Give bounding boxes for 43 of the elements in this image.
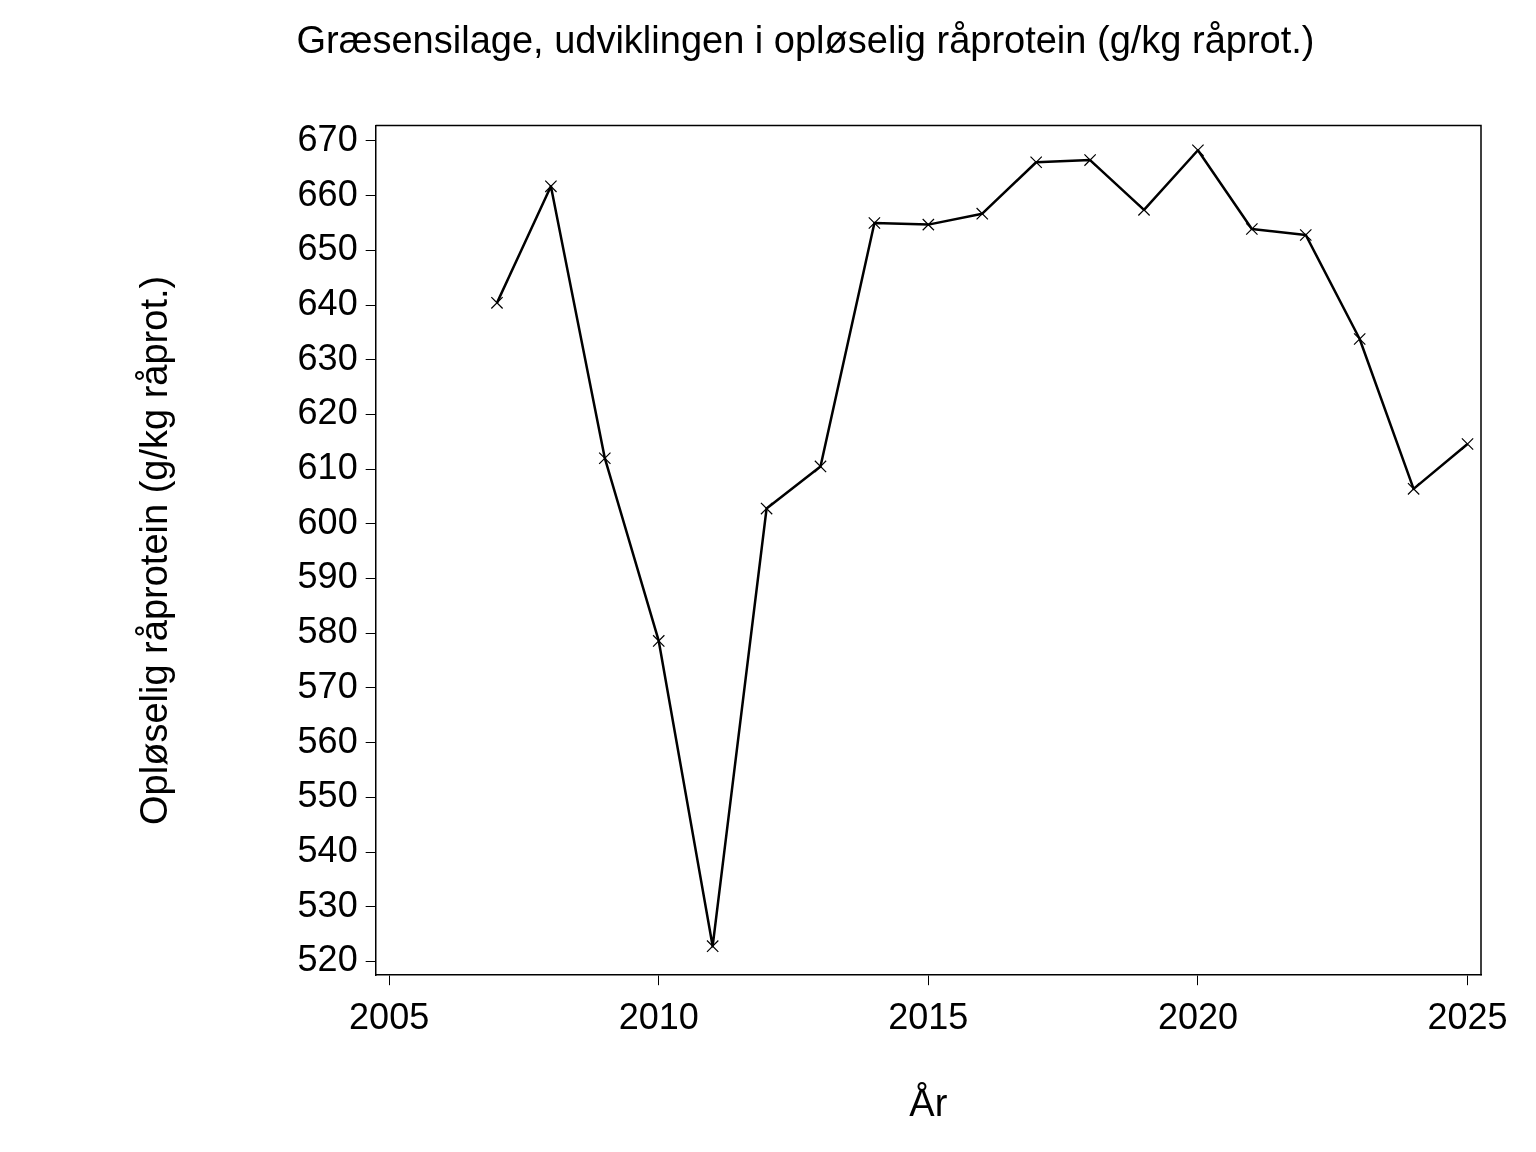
point	[706, 939, 719, 953]
y-tick-label: 530	[297, 883, 358, 925]
point	[1029, 156, 1043, 169]
y-tick-label: 520	[297, 938, 358, 980]
y-tick-label: 650	[297, 227, 358, 269]
x-tick-label: 2005	[349, 995, 430, 1037]
point	[1191, 143, 1205, 157]
y-tick-label: 620	[297, 391, 358, 433]
point	[922, 218, 935, 231]
point	[652, 634, 665, 648]
y-tick-label: 630	[297, 336, 358, 378]
y-tick-label: 550	[297, 774, 358, 816]
x-tick-label: 2025	[1427, 995, 1508, 1037]
point	[1299, 228, 1313, 242]
point	[598, 451, 612, 465]
y-tick-label: 640	[297, 281, 358, 323]
point	[1083, 153, 1097, 167]
y-tick-label: 560	[297, 719, 358, 761]
point	[544, 180, 558, 193]
point	[868, 216, 881, 230]
x-tick-label: 2010	[618, 995, 699, 1037]
y-tick-label: 660	[297, 172, 358, 214]
x-tick-label: 2015	[888, 995, 969, 1037]
y-tick-label: 600	[297, 500, 358, 542]
point	[1353, 332, 1366, 346]
y-tick-label: 670	[297, 117, 358, 159]
y-tick-label: 580	[297, 610, 358, 652]
y-tick-label: 540	[297, 829, 358, 871]
y-axis-title: Opløselig råprotein (g/kg råprot.)	[133, 275, 176, 825]
x-tick-label: 2020	[1157, 995, 1238, 1037]
point	[760, 502, 773, 515]
point	[1245, 222, 1259, 236]
y-tick-label: 610	[297, 446, 358, 488]
y-tick-label: 570	[297, 664, 358, 706]
chart-title: Græsensilage, udviklingen i opløselig råprotein (g/kg råprot.)	[296, 19, 1315, 62]
point	[1461, 437, 1474, 451]
point	[490, 296, 504, 310]
y-tick-label: 590	[297, 555, 358, 597]
point	[814, 460, 827, 473]
x-axis-title: År	[909, 1080, 948, 1124]
point	[1407, 482, 1420, 496]
point	[975, 207, 989, 220]
point	[1137, 203, 1151, 217]
